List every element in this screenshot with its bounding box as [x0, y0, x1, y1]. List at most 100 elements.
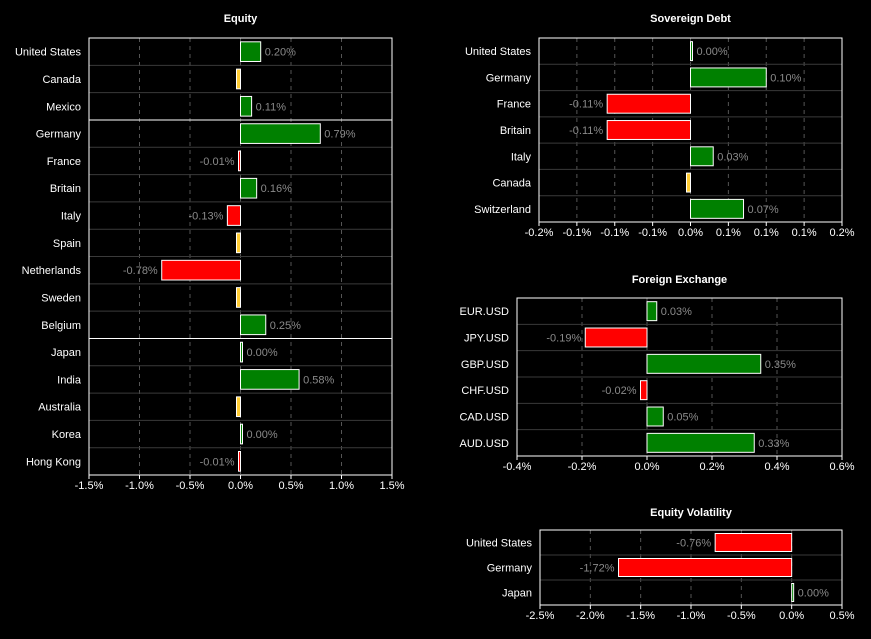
chart-title: Foreign Exchange — [632, 274, 727, 286]
category-label: Canada — [42, 74, 81, 86]
sovereign-debt-chart: Sovereign Debt United States 0.00% Germany 0… — [465, 13, 855, 239]
tick-label: -0.2% — [525, 227, 554, 239]
bar-germany — [690, 67, 767, 88]
tick-label: -2.5% — [526, 610, 555, 622]
tick-label: 0.6% — [829, 461, 854, 473]
category-label: Italy — [511, 151, 532, 163]
tick-label: 0.4% — [764, 461, 789, 473]
tick-label: 0.2% — [829, 227, 854, 239]
data-label: -0.11% — [569, 99, 603, 111]
data-label: 0.16% — [261, 183, 292, 195]
bar-australia — [236, 396, 241, 418]
tick-label: 0.1% — [716, 227, 741, 239]
tick-label: 0.0% — [228, 480, 253, 492]
bar-britain — [606, 120, 691, 140]
tick-label: -0.4% — [503, 461, 532, 473]
data-label: 0.10% — [770, 72, 801, 84]
category-label: CAD.USD — [459, 412, 509, 424]
category-label: CHF.USD — [461, 385, 509, 397]
data-label: -0.11% — [569, 125, 603, 137]
data-label: -0.13% — [189, 211, 224, 223]
foreign-exchange-chart: Foreign Exchange EUR.USD 0.03% JPY.USD -0.19… — [459, 274, 854, 473]
bar-united-states — [714, 533, 793, 552]
data-label: -0.76% — [676, 538, 711, 550]
category-label: EUR.USD — [459, 306, 509, 318]
bar-switzerland — [690, 198, 745, 219]
data-label: 0.00% — [247, 429, 278, 441]
bar-italy — [690, 146, 714, 167]
data-label: 0.05% — [667, 412, 698, 424]
data-label: -1.72% — [580, 563, 615, 575]
bar-united-states — [240, 41, 262, 62]
category-label: AUD.USD — [459, 438, 509, 450]
bar-canada — [686, 172, 691, 193]
tick-label: 0.5% — [278, 480, 303, 492]
tick-label: -1.0% — [125, 480, 154, 492]
tick-label: -1.5% — [75, 480, 104, 492]
data-label: -0.01% — [200, 156, 235, 168]
tick-label: 1.5% — [379, 480, 404, 492]
tick-label: 0.0% — [678, 227, 703, 239]
category-label: United States — [466, 538, 533, 550]
tick-label: 0.0% — [779, 610, 804, 622]
equity-chart: Equity United States 0.20% Canada Mexico 0.11… — [15, 13, 405, 492]
category-label: France — [497, 99, 531, 111]
category-label: United States — [465, 46, 532, 58]
bar-japan — [240, 341, 243, 363]
data-label: 0.35% — [765, 359, 796, 371]
tick-label: 0.1% — [792, 227, 817, 239]
bar-france — [606, 93, 691, 114]
bar-eur-usd — [646, 301, 658, 322]
category-label: GBP.USD — [461, 359, 509, 371]
bar-aud-usd — [646, 432, 755, 453]
bar-united-states — [690, 41, 693, 62]
data-label: 0.11% — [256, 101, 287, 113]
tick-label: -0.1% — [600, 227, 629, 239]
bar-netherlands — [161, 259, 241, 281]
category-label: Korea — [52, 429, 82, 441]
tick-label: -1.0% — [677, 610, 706, 622]
data-label: 0.07% — [748, 204, 779, 216]
category-label: Canada — [492, 178, 531, 190]
category-label: Belgium — [41, 320, 81, 332]
category-label: JPY.USD — [464, 333, 509, 345]
bar-belgium — [240, 314, 267, 336]
equity-volatility-chart: Equity Volatility United States -0.76% Germ… — [466, 507, 855, 622]
tick-label: -0.1% — [638, 227, 667, 239]
bar-spain — [236, 232, 241, 254]
bar-canada — [236, 68, 241, 90]
bar-mexico — [240, 95, 253, 117]
category-label: Germany — [486, 72, 532, 84]
data-label: 0.33% — [758, 438, 789, 450]
bar-germany — [240, 123, 321, 144]
category-label: Britain — [500, 125, 531, 137]
bar-chf-usd — [640, 380, 648, 401]
category-label: France — [47, 156, 81, 168]
bar-italy — [226, 205, 241, 226]
category-label: Netherlands — [22, 265, 82, 277]
bar-india — [240, 369, 300, 390]
plot-frame — [516, 297, 843, 457]
data-label: -0.01% — [200, 456, 235, 468]
category-label: Japan — [502, 588, 532, 600]
chart-title: Equity — [224, 13, 258, 25]
bar-france — [238, 150, 241, 172]
tick-label: -2.0% — [576, 610, 605, 622]
category-label: Japan — [51, 347, 81, 359]
chart-title: Equity Volatility — [650, 507, 733, 519]
bar-gbp-usd — [646, 353, 762, 374]
bar-sweden — [236, 287, 241, 308]
category-label: Italy — [61, 211, 82, 223]
bar-germany — [618, 558, 793, 577]
bar-cad-usd — [646, 406, 664, 427]
tick-label: 0.0% — [634, 461, 659, 473]
category-label: Mexico — [46, 101, 81, 113]
category-label: Germany — [487, 563, 533, 575]
category-label: United States — [15, 47, 82, 59]
data-label: 0.00% — [798, 588, 829, 600]
bar-jpy-usd — [584, 327, 648, 348]
bar-japan — [791, 583, 795, 602]
chart-title: Sovereign Debt — [650, 13, 731, 25]
data-label: 0.00% — [697, 46, 728, 58]
